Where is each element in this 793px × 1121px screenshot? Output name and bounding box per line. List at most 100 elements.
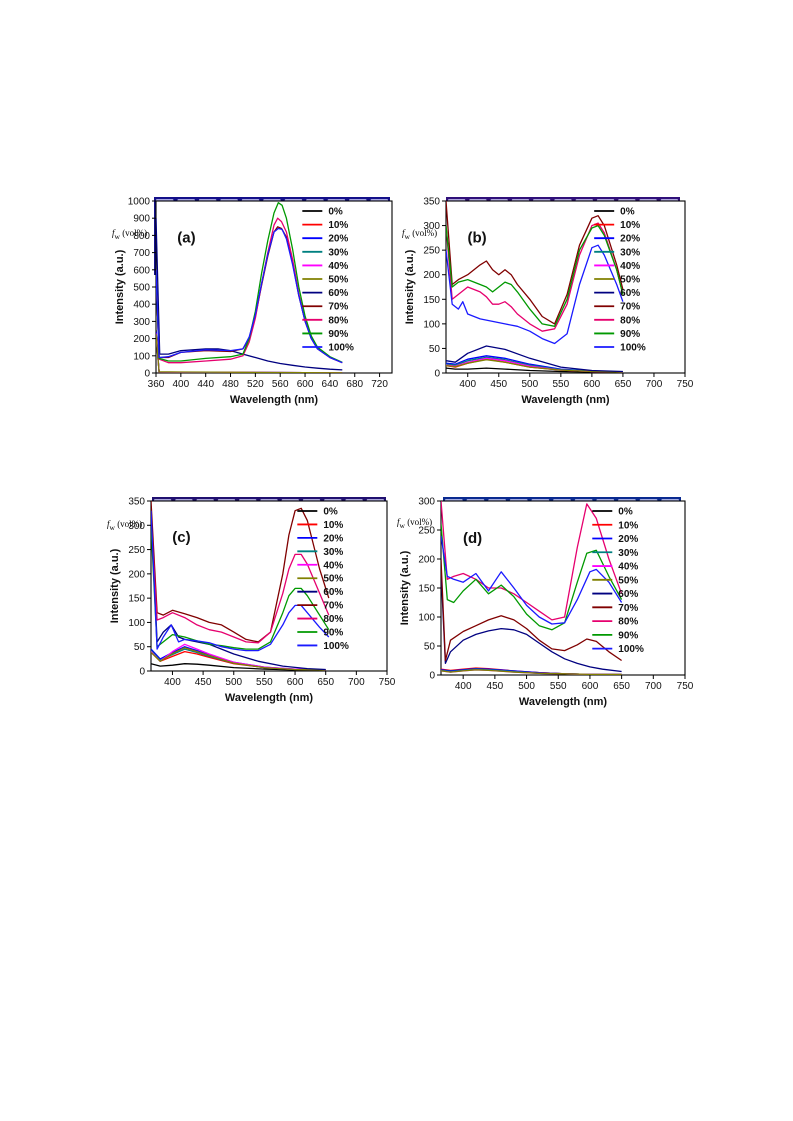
- x-tick-label: 550: [550, 681, 567, 692]
- legend-entry: 20%: [323, 533, 343, 544]
- panel-label: (c): [172, 529, 190, 546]
- series-line-50pct: [441, 669, 622, 675]
- x-tick-label: 550: [256, 677, 273, 688]
- series-line-70pct: [441, 558, 622, 662]
- x-tick-label: 600: [287, 677, 304, 688]
- plot-frame: [440, 500, 686, 676]
- y-tick-label: 700: [133, 248, 150, 259]
- x-tick-label: 700: [348, 677, 365, 688]
- fw-label-italic: f: [402, 228, 405, 238]
- legend-entry: 30%: [328, 247, 348, 258]
- chart-b: 400 450 500 550 600 650 700 750 0 50 100 150 200 250 3…: [400, 195, 694, 413]
- series-group: [156, 202, 343, 373]
- x-tick-label: 500: [518, 681, 535, 692]
- chart-a: 360 400 440 480 520 560 600 640 680 720 0 100 200 300…: [110, 195, 400, 413]
- legend-entry: 100%: [618, 644, 644, 655]
- legend-entry: 60%: [323, 587, 343, 598]
- y-tick-label: 300: [423, 221, 440, 232]
- x-tick-label: 440: [197, 379, 214, 390]
- series-line-70pct: [446, 201, 624, 325]
- legend-entry: 90%: [328, 329, 348, 340]
- legend-entry: 30%: [323, 547, 343, 558]
- x-tick-label: 750: [677, 379, 694, 390]
- series-line-100pct: [446, 244, 624, 345]
- legend-entry: 50%: [618, 575, 638, 586]
- y-tick-label: 1000: [128, 197, 151, 208]
- y-tick-label: 0: [139, 667, 145, 678]
- x-tick-label: 500: [521, 379, 538, 390]
- chart-c-svg: 400 450 500 550 600 650 700 750 0 50 100 150 200 250 3…: [109, 497, 396, 705]
- legend-entry: 90%: [618, 630, 638, 641]
- legend-entry: 80%: [618, 617, 638, 628]
- x-tick-label: 500: [225, 677, 242, 688]
- legend-entry: 40%: [323, 560, 343, 571]
- fw-label-italic: f: [107, 519, 110, 529]
- legend-entry: 10%: [328, 220, 348, 231]
- series-line-60pct: [441, 570, 622, 673]
- legend-entry: 40%: [620, 261, 640, 272]
- x-tick-label: 600: [297, 379, 314, 390]
- series-line-70pct: [151, 501, 330, 643]
- y-tick-label: 150: [418, 584, 435, 595]
- fw-label-italic: f: [397, 517, 400, 527]
- y-tick-label: 100: [423, 319, 440, 330]
- x-tick-label: 450: [487, 681, 504, 692]
- legend-entry: 10%: [618, 520, 638, 531]
- series-group: [441, 501, 623, 675]
- y-tick-label: 50: [134, 642, 146, 653]
- y-tick-label: 150: [423, 295, 440, 306]
- legend-entry: 10%: [323, 520, 343, 531]
- legend-entry: 50%: [620, 275, 640, 286]
- x-tick-label: 700: [645, 681, 662, 692]
- series-line-50pct: [446, 359, 623, 373]
- legend-entry: 0%: [620, 207, 635, 218]
- legend: 0% 10% 20% 30% 40% 50% 60% 70% 80% 90% 100%: [594, 207, 646, 354]
- x-tick-label: 550: [553, 379, 570, 390]
- legend-entry: 0%: [328, 207, 343, 218]
- y-tick-label: 800: [133, 231, 150, 242]
- y-tick-label: 350: [423, 197, 440, 208]
- fw-label: fw (vol%): [112, 228, 147, 241]
- y-tick-label: 0: [429, 671, 435, 682]
- series-line-90pct: [151, 525, 330, 650]
- x-tick-label: 560: [272, 379, 289, 390]
- y-axis-title: Intensity (a.u.): [404, 249, 416, 324]
- chart-d: 400 450 500 550 600 650 700 750 0 50 100 150 200 250 3…: [395, 495, 694, 715]
- series-line-90pct: [446, 224, 624, 327]
- panel-label: (b): [468, 229, 487, 246]
- fw-label-sub: w: [399, 520, 405, 530]
- y-tick-label: 350: [128, 497, 145, 508]
- y-tick-label: 250: [128, 545, 145, 556]
- legend-entry: 100%: [323, 641, 349, 652]
- y-tick-label: 300: [418, 497, 435, 508]
- fw-label-rest: (vol%): [114, 519, 143, 529]
- y-tick-label: 300: [133, 317, 150, 328]
- legend: 0% 10% 20% 30% 40% 50% 60% 70% 80% 90% 100%: [302, 207, 354, 354]
- y-tick-label: 100: [418, 613, 435, 624]
- chart-c: 400 450 500 550 600 650 700 750 0 50 100 150 200 250 3…: [105, 495, 396, 711]
- series-line-80pct: [441, 501, 623, 621]
- x-tick-label: 600: [582, 681, 599, 692]
- x-tick-label: 650: [613, 681, 630, 692]
- y-tick-label: 500: [133, 283, 150, 294]
- x-tick-label: 450: [195, 677, 212, 688]
- fw-label-sub: w: [404, 231, 410, 241]
- fw-label-italic: f: [112, 228, 115, 238]
- legend-entry: 90%: [323, 628, 343, 639]
- fw-label: fw (vol%): [397, 517, 432, 530]
- x-tick-label: 400: [164, 677, 181, 688]
- x-tick-label: 480: [222, 379, 239, 390]
- y-tick-label: 200: [133, 334, 150, 345]
- fw-label-rest: (vol%): [409, 228, 438, 238]
- y-tick-label: 200: [128, 569, 145, 580]
- legend-entry: 60%: [328, 288, 348, 299]
- fw-label-rest: (vol%): [404, 517, 433, 527]
- legend-entry: 50%: [328, 275, 348, 286]
- panel-label: (d): [463, 530, 482, 547]
- chart-b-svg: 400 450 500 550 600 650 700 750 0 50 100 150 200 250 3…: [404, 197, 694, 407]
- x-tick-label: 700: [646, 379, 663, 390]
- x-tick-label: 650: [615, 379, 632, 390]
- fw-label: fw (vol%): [402, 228, 437, 241]
- x-tick-label: 750: [379, 677, 396, 688]
- x-tick-label: 640: [322, 379, 339, 390]
